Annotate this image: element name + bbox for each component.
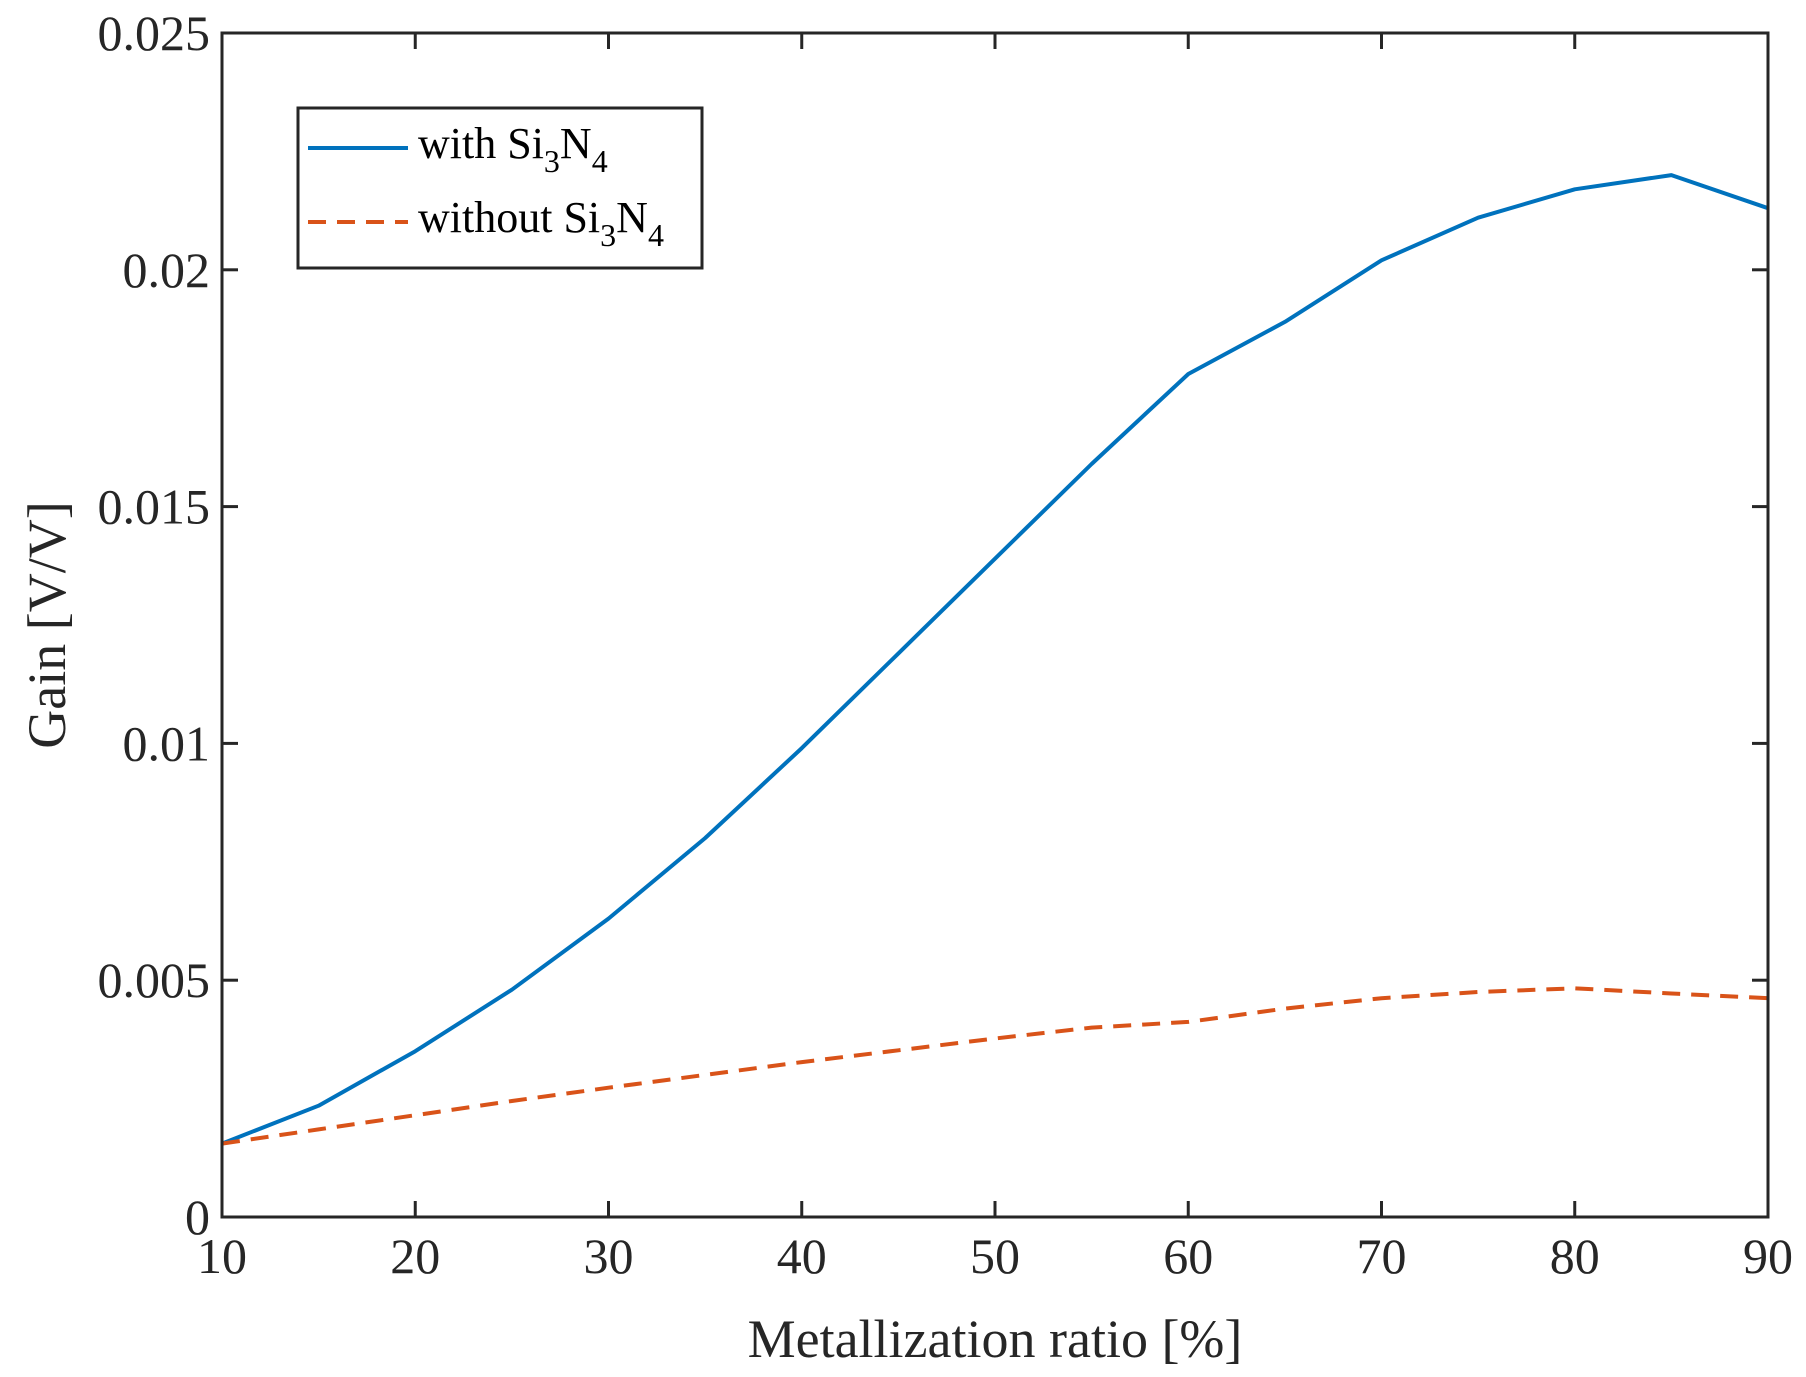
legend-label-subscript: 3 (600, 217, 616, 253)
legend-label-mid: N (616, 193, 648, 242)
ticks-layer: 10 20 30 40 50 60 70 80 90 0 0.005 0.01 0.015 0.02 0.0… (98, 5, 1794, 1284)
x-tick-label: 20 (390, 1228, 440, 1284)
legend: with Si3N4 without Si3N4 (296, 106, 704, 270)
axes-box (220, 31, 1770, 1219)
x-tick-label: 60 (1163, 1228, 1213, 1284)
y-tick-label: 0.025 (98, 5, 211, 61)
y-axis-label: Gain [V/V] (17, 501, 77, 748)
x-tick-label: 40 (777, 1228, 827, 1284)
x-tick-label: 70 (1357, 1228, 1407, 1284)
y-tick-label: 0.015 (98, 479, 211, 535)
x-tick-label: 30 (584, 1228, 634, 1284)
x-tick-label: 80 (1550, 1228, 1600, 1284)
legend-label-base: without Si (418, 193, 600, 242)
legend-label-subscript: 3 (544, 143, 560, 179)
series-layer (221, 173, 1769, 1146)
y-tick-label: 0.01 (123, 715, 211, 771)
legend-label-subscript: 4 (592, 143, 608, 179)
y-tick-label: 0.02 (123, 242, 211, 298)
legend-label-mid: N (560, 119, 592, 168)
y-tick-label: 0 (185, 1189, 210, 1245)
x-tick-label: 10 (197, 1228, 247, 1284)
legend-label-subscript: 4 (648, 217, 664, 253)
legend-box (296, 106, 704, 270)
legend-label-base: with Si (418, 119, 544, 168)
legend-label-without-si3n4: without Si3N4 (418, 193, 664, 253)
legend-label-with-si3n4: with Si3N4 (418, 119, 608, 179)
series-line-with-si3n4 (221, 173, 1769, 1146)
x-axis-label: Metallization ratio [%] (748, 1309, 1243, 1369)
y-tick-label: 0.005 (98, 952, 211, 1008)
x-tick-label: 50 (970, 1228, 1020, 1284)
x-tick-label: 90 (1743, 1228, 1793, 1284)
